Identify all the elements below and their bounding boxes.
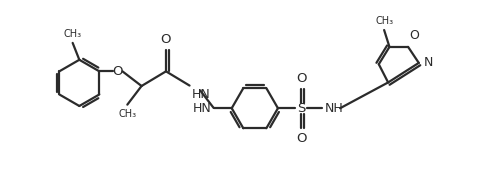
Text: CH₃: CH₃	[64, 29, 82, 39]
Text: HN: HN	[193, 102, 212, 115]
Text: S: S	[297, 102, 305, 115]
Text: O: O	[112, 65, 122, 78]
Text: O: O	[296, 132, 306, 145]
Text: O: O	[409, 30, 419, 42]
Text: CH₃: CH₃	[118, 109, 136, 119]
Text: NH: NH	[325, 102, 344, 115]
Text: N: N	[424, 56, 433, 69]
Text: HN: HN	[192, 88, 211, 101]
Text: CH₃: CH₃	[375, 17, 393, 27]
Text: O: O	[296, 72, 306, 85]
Text: O: O	[161, 33, 171, 46]
